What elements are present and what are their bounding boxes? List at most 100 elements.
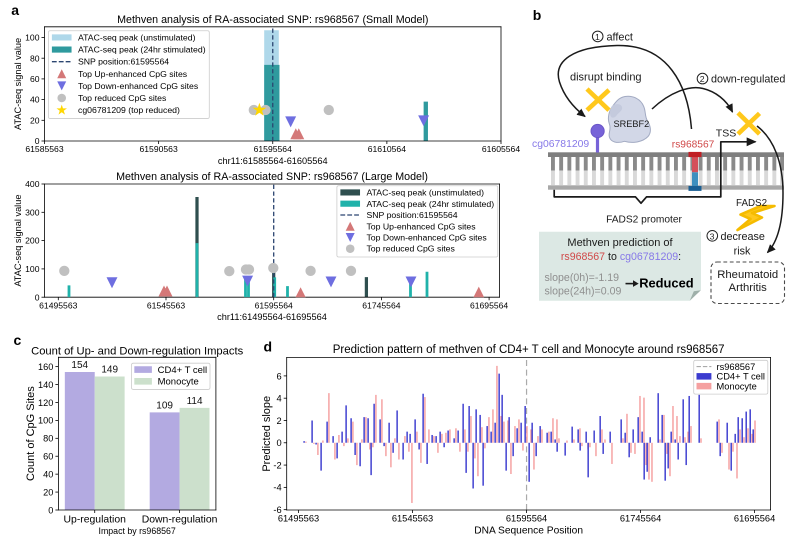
svg-text:Prediction pattern of methven: Prediction pattern of methven of CD4+ T … <box>333 344 725 356</box>
svg-text:rs968567: rs968567 <box>717 362 756 372</box>
svg-text:chr11:61585564-61605564: chr11:61585564-61605564 <box>218 156 328 166</box>
svg-text:affect: affect <box>607 31 633 43</box>
svg-text:Monocyte: Monocyte <box>717 381 757 391</box>
svg-text:Top Up-enhanced CpG sites: Top Up-enhanced CpG sites <box>78 69 188 79</box>
svg-text:b: b <box>533 7 542 23</box>
svg-text:Methven analysis of RA-associa: Methven analysis of RA-associated SNP: r… <box>116 171 428 183</box>
svg-text:ATAC-seq signal value: ATAC-seq signal value <box>13 38 23 130</box>
svg-text:61695564: 61695564 <box>734 514 775 524</box>
svg-text:160: 160 <box>38 362 53 372</box>
svg-text:Monocyte: Monocyte <box>158 377 199 388</box>
svg-text:c: c <box>14 332 22 348</box>
svg-text:Top reduced CpG sites: Top reduced CpG sites <box>78 93 167 103</box>
svg-text:61590563: 61590563 <box>140 144 178 154</box>
svg-text:61595564: 61595564 <box>506 514 547 524</box>
svg-text:61695564: 61695564 <box>470 300 508 310</box>
svg-text:rs968567: rs968567 <box>672 139 715 150</box>
svg-text:Impact by rs968567: Impact by rs968567 <box>99 526 176 536</box>
svg-text:61495563: 61495563 <box>39 300 77 310</box>
svg-text:chr11:61495564-61695564: chr11:61495564-61695564 <box>217 312 327 322</box>
svg-text:ATAC-seq peak (24hr stimulated: ATAC-seq peak (24hr stimulated) <box>366 199 494 209</box>
svg-text:cg06781209 (top reduced): cg06781209 (top reduced) <box>78 105 180 115</box>
svg-text:20: 20 <box>43 487 53 497</box>
svg-text:140: 140 <box>38 380 53 390</box>
svg-text:2: 2 <box>700 74 705 84</box>
svg-text:-6: -6 <box>273 505 281 515</box>
svg-text:FADS2: FADS2 <box>736 198 767 209</box>
svg-text:DNA Sequence Position: DNA Sequence Position <box>474 526 583 537</box>
svg-text:-4: -4 <box>273 483 281 493</box>
svg-text:Down-regulation: Down-regulation <box>142 515 218 526</box>
svg-text:decrease: decrease <box>721 231 765 243</box>
svg-text:disrupt binding: disrupt binding <box>570 72 642 84</box>
svg-text:3: 3 <box>710 231 715 241</box>
svg-text:80: 80 <box>43 434 53 444</box>
svg-text:109: 109 <box>156 400 173 411</box>
svg-text:61585563: 61585563 <box>25 144 63 154</box>
svg-text:a: a <box>11 2 19 18</box>
svg-text:d: d <box>264 339 273 355</box>
svg-text:risk: risk <box>734 246 751 258</box>
svg-text:Methven analysis of RA-associa: Methven analysis of RA-associated SNP: r… <box>117 14 428 26</box>
svg-text:ATAC-seq peak (unstimulated): ATAC-seq peak (unstimulated) <box>78 32 196 42</box>
svg-text:61545563: 61545563 <box>392 514 433 524</box>
svg-text:ATAC-seq signal value: ATAC-seq signal value <box>13 195 23 287</box>
svg-text:FADS2 promoter: FADS2 promoter <box>606 215 682 226</box>
svg-text:20: 20 <box>30 115 40 125</box>
svg-text:slope(24h)=0.09: slope(24h)=0.09 <box>545 286 622 298</box>
svg-text:Rheumatoid: Rheumatoid <box>717 269 778 281</box>
svg-text:2: 2 <box>277 416 282 426</box>
svg-text:down-regulated: down-regulated <box>711 73 785 85</box>
svg-text:149: 149 <box>101 365 118 376</box>
svg-text:Reduced: Reduced <box>639 276 694 291</box>
svg-text:40: 40 <box>43 469 53 479</box>
svg-text:Up-regulation: Up-regulation <box>64 515 127 526</box>
svg-text:CD4+ T cell: CD4+ T cell <box>158 365 208 376</box>
svg-text:SNP position:61595564: SNP position:61595564 <box>78 57 169 67</box>
svg-text:rs968567 to cg06781209:: rs968567 to cg06781209: <box>561 251 681 263</box>
svg-text:61745564: 61745564 <box>620 514 661 524</box>
svg-text:61545563: 61545563 <box>147 300 185 310</box>
svg-text:0: 0 <box>35 292 40 302</box>
svg-text:-2: -2 <box>273 460 281 470</box>
svg-text:cg06781209: cg06781209 <box>532 139 589 150</box>
svg-text:60: 60 <box>43 452 53 462</box>
svg-text:61745564: 61745564 <box>362 300 400 310</box>
svg-text:TSS: TSS <box>716 128 736 140</box>
svg-text:60: 60 <box>30 74 40 84</box>
svg-text:61495563: 61495563 <box>278 514 319 524</box>
svg-text:61605564: 61605564 <box>482 144 520 154</box>
svg-text:ATAC-seq peak (24hr stimulated: ATAC-seq peak (24hr stimulated) <box>78 45 206 55</box>
svg-text:slope(0h)=-1.19: slope(0h)=-1.19 <box>545 272 620 284</box>
svg-text:Top reduced CpG sites: Top reduced CpG sites <box>366 244 455 254</box>
svg-text:154: 154 <box>71 360 88 371</box>
svg-text:114: 114 <box>187 396 203 407</box>
svg-text:Count of Up- and Down-regulati: Count of Up- and Down-regulation Impacts <box>31 345 243 357</box>
svg-text:100: 100 <box>38 416 53 426</box>
svg-text:61595564: 61595564 <box>255 300 293 310</box>
svg-text:Top Up-enhanced CpG sites: Top Up-enhanced CpG sites <box>366 221 476 231</box>
svg-text:Top Down-enhanced CpG sites: Top Down-enhanced CpG sites <box>78 81 199 91</box>
svg-text:61610564: 61610564 <box>368 144 406 154</box>
svg-text:Count of CpG Sites: Count of CpG Sites <box>25 386 37 481</box>
svg-text:61595564: 61595564 <box>254 144 292 154</box>
svg-text:Methven prediction of: Methven prediction of <box>567 237 673 249</box>
svg-text:SNP position:61595564: SNP position:61595564 <box>366 210 457 220</box>
svg-text:Predicted slope: Predicted slope <box>261 396 273 472</box>
svg-text:ATAC-seq peak (unstimulated): ATAC-seq peak (unstimulated) <box>366 188 484 198</box>
svg-text:0: 0 <box>277 438 282 448</box>
svg-text:4: 4 <box>277 394 282 404</box>
svg-text:1: 1 <box>595 32 600 42</box>
svg-text:300: 300 <box>25 207 40 217</box>
svg-text:120: 120 <box>38 398 53 408</box>
svg-text:80: 80 <box>30 53 40 63</box>
svg-text:6: 6 <box>277 371 282 381</box>
svg-text:100: 100 <box>25 264 40 274</box>
svg-text:0: 0 <box>48 505 53 515</box>
svg-text:Arthritis: Arthritis <box>729 282 768 294</box>
svg-text:Top Down-enhanced CpG sites: Top Down-enhanced CpG sites <box>366 232 487 242</box>
svg-text:100: 100 <box>25 33 40 43</box>
svg-text:CD4+ T cell: CD4+ T cell <box>717 372 766 382</box>
svg-text:200: 200 <box>25 236 40 246</box>
svg-text:40: 40 <box>30 95 40 105</box>
